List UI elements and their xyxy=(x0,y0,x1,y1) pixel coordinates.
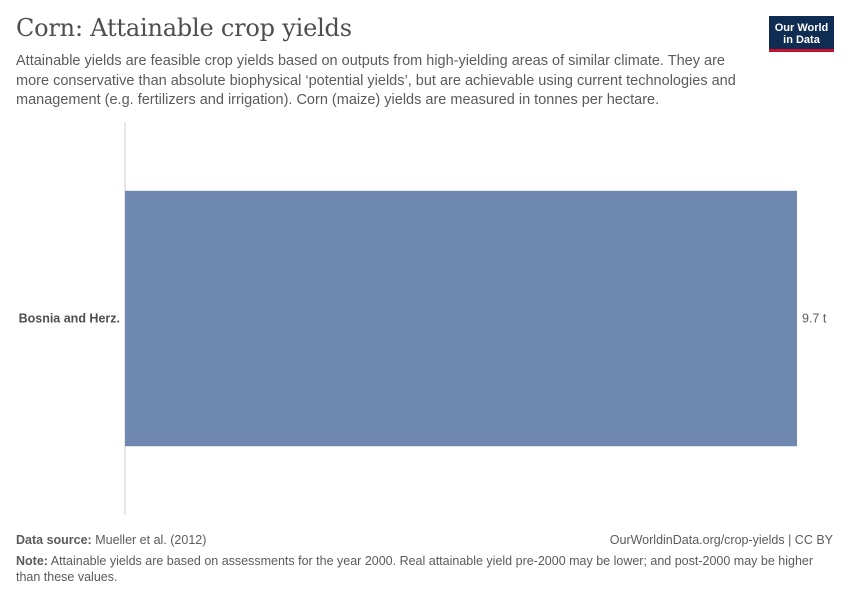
logo-line-1: Our World xyxy=(774,22,829,34)
note-label: Note: xyxy=(16,554,48,568)
data-source-link[interactable]: Mueller et al. (2012) xyxy=(95,533,207,547)
note-text: Attainable yields are based on assessmen… xyxy=(16,554,814,584)
data-source-label: Data source: xyxy=(16,533,92,547)
category-label: Bosnia and Herz. xyxy=(19,312,120,326)
chart-note: Note: Attainable yields are based on ass… xyxy=(16,553,816,585)
bar[interactable] xyxy=(125,190,797,447)
owid-logo[interactable]: Our World in Data xyxy=(769,16,834,52)
value-label: 9.7 t xyxy=(802,312,827,326)
chart-subtitle: Attainable yields are feasible crop yiel… xyxy=(16,53,736,108)
logo-line-2: in Data xyxy=(783,34,820,46)
source-url[interactable]: OurWorldinData.org/crop-yields | CC BY xyxy=(609,533,833,547)
chart-title: Corn: Attainable crop yields xyxy=(16,14,352,42)
data-source: Data source: Mueller et al. (2012) xyxy=(16,533,206,547)
